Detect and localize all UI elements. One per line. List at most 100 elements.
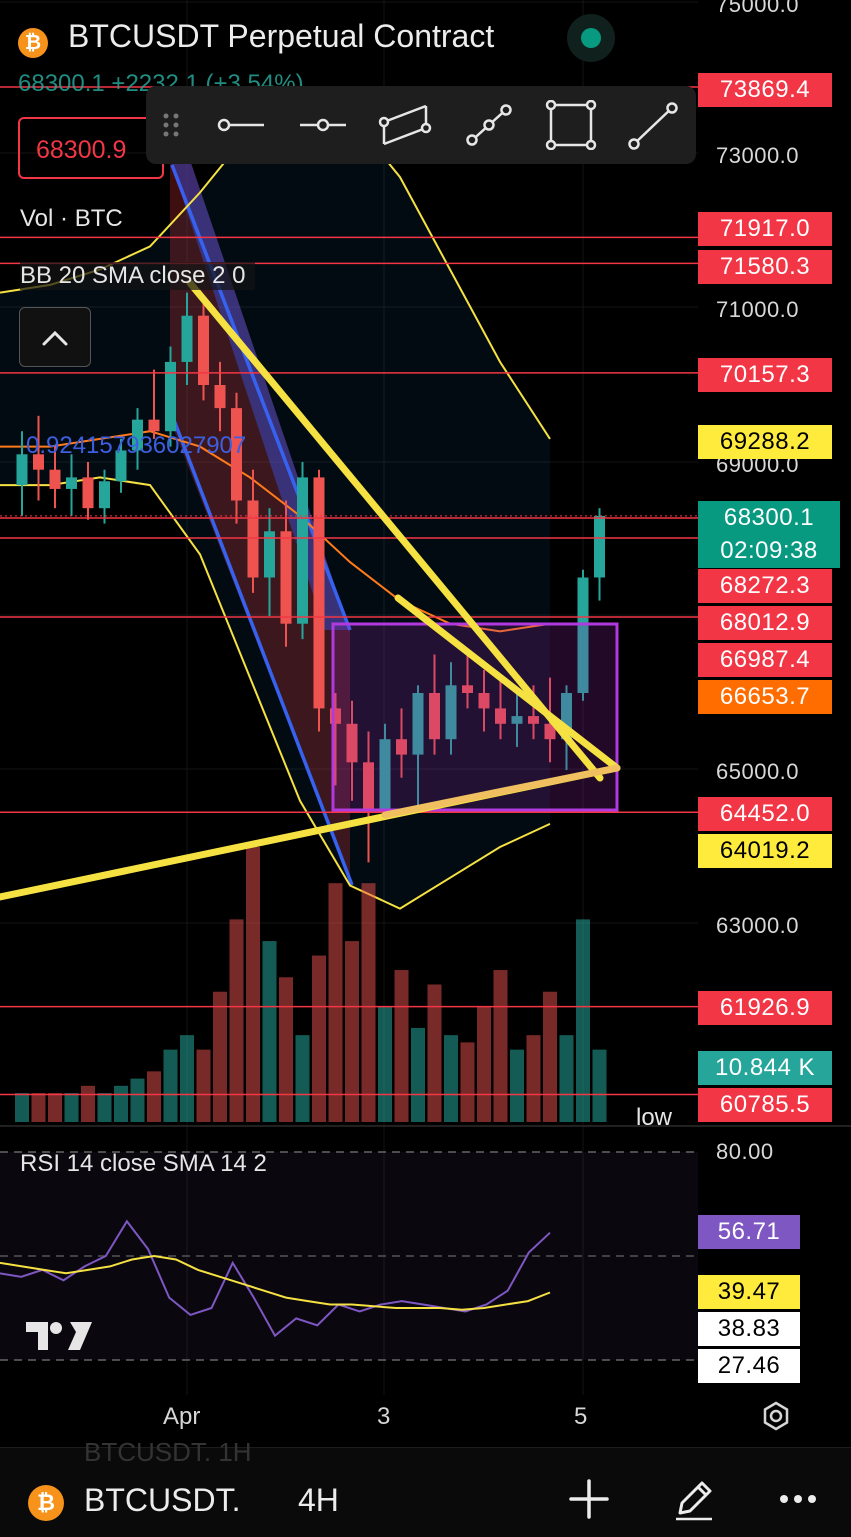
low-label: low xyxy=(636,1104,673,1131)
volume-bar xyxy=(526,1035,541,1122)
rsi-legend[interactable]: RSI 14 close SMA 14 2 xyxy=(20,1150,267,1177)
candle-body xyxy=(82,477,94,509)
candle-body xyxy=(16,454,28,486)
candle-body xyxy=(264,531,275,578)
plus-icon[interactable] xyxy=(567,1477,611,1521)
sell-price-box[interactable]: 68300.9 xyxy=(18,117,164,179)
bb-upper-tag[interactable]: 69288.2 xyxy=(698,425,832,459)
candle-body xyxy=(363,762,374,809)
candle-body xyxy=(49,469,61,489)
rsi-level-tag: 27.46 xyxy=(698,1349,800,1383)
time-axis-label: 5 xyxy=(574,1403,588,1430)
parallel-channel-icon[interactable] xyxy=(378,100,432,150)
volume-bar xyxy=(592,1049,607,1122)
collapse-legend-button[interactable] xyxy=(19,307,91,367)
candle-body xyxy=(330,708,341,724)
trendline-drawings xyxy=(0,279,621,901)
price-level-tag[interactable]: 73869.4 xyxy=(698,73,832,107)
rsi-sma-line xyxy=(0,1254,551,1311)
volume-bar xyxy=(312,955,326,1122)
candle-body xyxy=(33,454,44,470)
drawing-toolbar xyxy=(146,86,696,164)
ray-icon[interactable] xyxy=(626,100,680,150)
candle-body xyxy=(379,739,391,809)
price-level-tag[interactable]: 71580.3 xyxy=(698,250,832,284)
time-axis-label: 3 xyxy=(377,1403,391,1430)
candle-body xyxy=(181,315,193,362)
volume-bar xyxy=(295,1035,310,1122)
bb-lower-tag[interactable]: 64019.2 xyxy=(698,834,832,868)
candle-body xyxy=(594,515,605,578)
price-axis-label: 71000.0 xyxy=(716,297,800,322)
price-axis-label: 63000.0 xyxy=(716,913,800,938)
last-price-tag[interactable]: 68300.1 xyxy=(698,501,840,535)
volume-bar xyxy=(328,883,343,1122)
volume-bar xyxy=(460,1042,475,1122)
time-axis-label: Apr xyxy=(163,1403,201,1430)
symbol-selector[interactable]: BTCUSDT. xyxy=(84,1482,241,1518)
volume-bar xyxy=(394,970,409,1122)
rsi-pane xyxy=(0,1151,698,1361)
tradingview-logo xyxy=(26,1322,92,1350)
consolidation-box xyxy=(331,622,619,812)
volume-bar xyxy=(279,977,293,1122)
volume-bar xyxy=(493,970,508,1122)
volume-bar xyxy=(427,984,442,1122)
horizontal-ray-icon[interactable] xyxy=(296,100,350,150)
candle-body xyxy=(165,361,176,432)
candle-body xyxy=(148,419,160,432)
volume-bars xyxy=(15,847,607,1122)
fib-value-label: 0.924157936027907 xyxy=(26,432,247,459)
price-level-tag[interactable]: 71917.0 xyxy=(698,212,832,246)
price-level-tag[interactable]: 60785.5 xyxy=(698,1088,832,1122)
volume-tag: 10.844 K xyxy=(698,1051,832,1085)
chart-settings-icon[interactable] xyxy=(760,1400,792,1432)
volume-bar xyxy=(15,1093,29,1122)
candle-body xyxy=(66,477,77,489)
rsi-sma-tag: 39.47 xyxy=(698,1275,800,1309)
volume-bar xyxy=(378,1006,392,1122)
pen-icon[interactable] xyxy=(672,1477,716,1521)
price-axis-label: 75000.0 xyxy=(716,0,800,17)
price-level-tag[interactable]: 68012.9 xyxy=(698,606,832,640)
price-level-tag[interactable]: 68272.3 xyxy=(698,569,832,603)
candle-body xyxy=(214,385,226,409)
price-level-tag[interactable]: 70157.3 xyxy=(698,358,832,392)
candle-body xyxy=(561,693,572,740)
bitcoin-icon: ₿ xyxy=(18,28,48,58)
drag-handle-icon[interactable] xyxy=(156,100,186,150)
trend-line-icon[interactable] xyxy=(462,100,516,150)
rsi-value-tag: 56.71 xyxy=(698,1215,800,1249)
volume-bar xyxy=(411,1027,425,1122)
candle-body xyxy=(280,531,292,624)
previous-symbol-ghost: BTCUSDT. 1H xyxy=(84,1437,252,1467)
volume-bar xyxy=(196,1049,211,1122)
volume-bar xyxy=(576,919,590,1122)
price-axis-label: 73000.0 xyxy=(716,143,800,168)
more-icon[interactable] xyxy=(776,1477,820,1521)
horizontal-line-icon[interactable] xyxy=(214,100,268,150)
candle-body xyxy=(412,693,424,755)
price-level-tag[interactable]: 66987.4 xyxy=(698,643,832,677)
timeframe-selector[interactable]: 4H xyxy=(298,1482,339,1518)
candle-body xyxy=(247,500,259,578)
market-status-icon xyxy=(567,14,615,62)
price-level-tag[interactable]: 64452.0 xyxy=(698,797,832,831)
candle-body xyxy=(429,693,440,740)
price-level-tag[interactable]: 61926.9 xyxy=(698,991,832,1025)
candle-body xyxy=(528,716,539,724)
volume-bar xyxy=(64,1093,79,1122)
contract-title[interactable]: BTCUSDT Perpetual Contract xyxy=(68,18,495,54)
candle-body xyxy=(462,685,473,693)
volume-bar xyxy=(510,1049,524,1122)
volume-bar xyxy=(81,1085,95,1122)
volume-bar xyxy=(180,1035,194,1122)
rectangle-icon[interactable] xyxy=(544,100,598,150)
chart-grid xyxy=(0,0,851,1395)
rsi-level-tag: 38.83 xyxy=(698,1312,800,1346)
volume-bar xyxy=(361,883,376,1122)
candle-body xyxy=(198,315,209,385)
bb-basis-tag[interactable]: 66653.7 xyxy=(698,680,832,714)
volume-legend[interactable]: Vol · BTC xyxy=(20,205,123,232)
bollinger-legend[interactable]: BB 20 SMA close 2 0 xyxy=(20,262,256,290)
